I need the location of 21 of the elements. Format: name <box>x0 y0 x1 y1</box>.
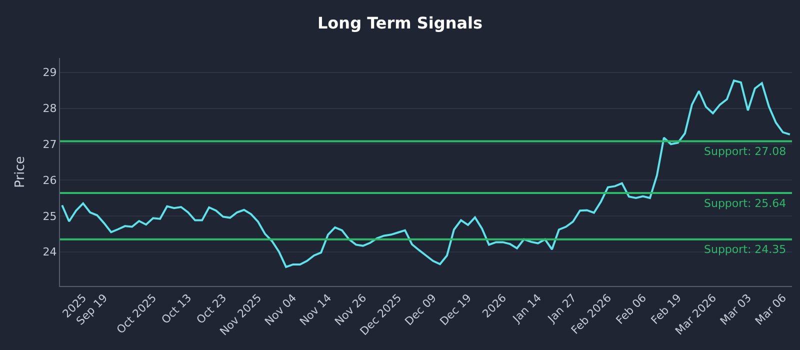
y-tick-label: 24 <box>42 246 57 259</box>
x-tick-label: Dec 19 <box>437 292 474 328</box>
y-tick-label: 29 <box>42 66 57 80</box>
y-axis-title: Price <box>13 156 28 188</box>
x-tick-label: Mar 03 <box>718 292 754 328</box>
ref-line-label: Support: 25.64 <box>704 197 786 210</box>
x-tick-label: Feb 06 <box>614 292 649 327</box>
x-tick-label: Nov 04 <box>262 292 300 328</box>
ref-line-label: Support: 24.35 <box>704 243 786 256</box>
y-tick-label: 25 <box>42 210 57 223</box>
x-tick-label: Mar 06 <box>752 292 789 328</box>
y-tick-label: 28 <box>42 102 57 116</box>
x-tick-label: Dec 09 <box>402 292 440 328</box>
line-series <box>61 80 791 268</box>
x-tick-label: Jan 14 <box>510 292 544 326</box>
x-tick-label: Nov 14 <box>297 292 334 328</box>
y-tick-label: 27 <box>42 138 57 152</box>
x-tick-label: Oct 13 <box>159 292 194 327</box>
ref-line-label: Support: 27.08 <box>704 145 786 158</box>
chart-title: Long Term Signals <box>317 14 483 33</box>
y-tick-label: 26 <box>42 174 57 187</box>
